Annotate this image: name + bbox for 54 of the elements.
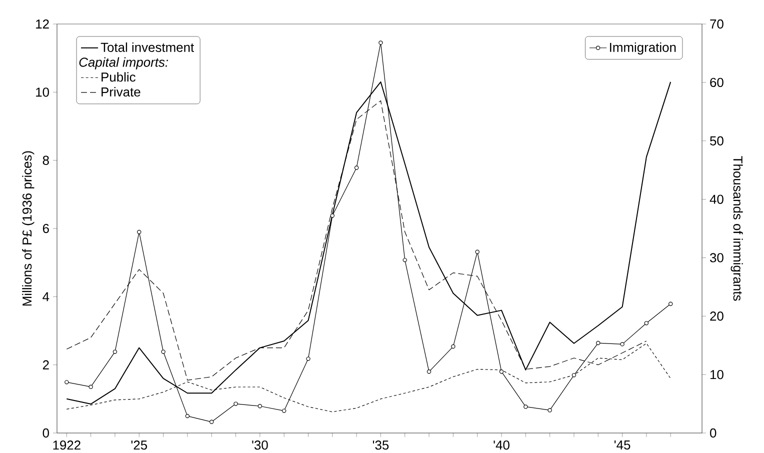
- legend-label: Public: [102, 72, 136, 82]
- point: [402, 258, 407, 262]
- x-tick-label: '30: [252, 440, 268, 450]
- y2-axis-title: Thousands of immigrants: [730, 156, 743, 301]
- x-tick-label: '45: [614, 440, 630, 450]
- point: [378, 40, 383, 45]
- point: [137, 230, 142, 234]
- y2-tick-label: 0: [710, 428, 716, 438]
- y2-tick-label: 40: [710, 194, 724, 204]
- point: [258, 404, 262, 408]
- y2-tick-label: 50: [710, 136, 724, 146]
- point: [210, 420, 214, 424]
- point: [161, 350, 166, 354]
- y-tick-label: 0: [42, 428, 49, 438]
- y-tick-label: 10: [36, 88, 49, 97]
- y-tick-label: 4: [42, 292, 50, 302]
- point: [644, 321, 649, 326]
- y2-tick-label: 30: [710, 253, 724, 262]
- point: [88, 384, 93, 389]
- y-tick-label: 6: [42, 224, 49, 234]
- x-tick-label: '35: [372, 440, 389, 450]
- point: [475, 250, 480, 254]
- point: [354, 166, 359, 170]
- point: [112, 350, 118, 354]
- point: [306, 356, 310, 361]
- x-tick-label: '40: [494, 440, 510, 450]
- point: [330, 214, 334, 218]
- point: [282, 408, 286, 413]
- y-axis-title: Millions of P£ (1936 prices): [22, 151, 34, 306]
- point: [572, 373, 576, 378]
- point: [548, 408, 552, 412]
- point: [620, 342, 624, 346]
- point: [668, 302, 673, 306]
- x-tick-label: 1922: [53, 440, 80, 450]
- y-tick-label: 2: [42, 360, 49, 370]
- point: [234, 402, 238, 406]
- point: [451, 344, 456, 349]
- legend-label: Total investment: [100, 42, 194, 52]
- y2-tick-label: 70: [710, 19, 724, 29]
- legend-label: Private: [102, 87, 140, 97]
- point: [64, 380, 69, 384]
- legend-title: Capital imports:: [79, 57, 168, 70]
- point: [596, 340, 600, 346]
- y2-tick-label: 10: [710, 370, 724, 380]
- y-tick-label: 8: [42, 156, 49, 165]
- legend-label: Immigration: [610, 42, 676, 55]
- y2-tick-label: 20: [710, 312, 724, 321]
- point: [499, 370, 504, 374]
- point: [426, 370, 432, 374]
- point: [185, 414, 190, 418]
- x-tick-label: '25: [131, 440, 148, 450]
- point: [524, 404, 528, 409]
- y-tick-label: 12: [36, 19, 49, 29]
- y2-tick-label: 60: [710, 78, 724, 88]
